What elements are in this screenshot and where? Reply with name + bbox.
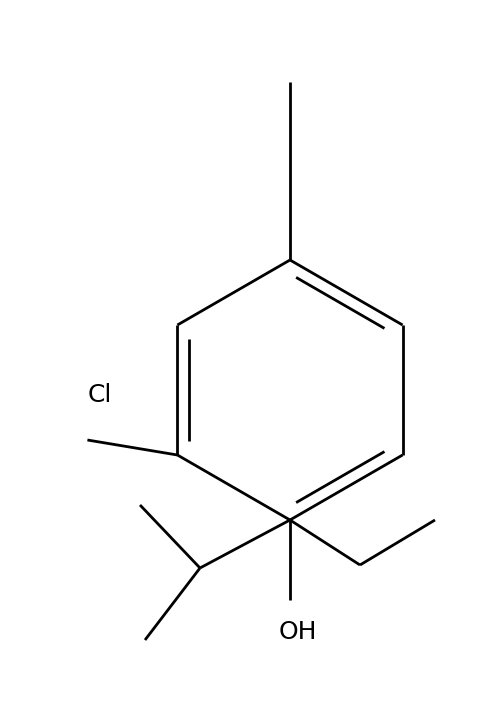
Text: Cl: Cl xyxy=(88,383,112,407)
Text: OH: OH xyxy=(279,620,317,644)
